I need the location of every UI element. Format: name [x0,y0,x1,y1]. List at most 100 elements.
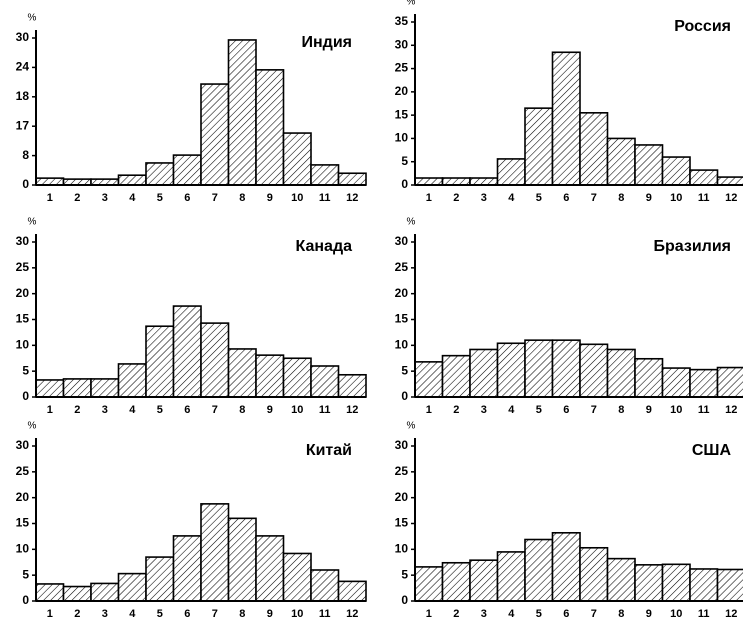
y-tick-label: 30 [16,234,30,248]
x-tick-label: 3 [102,608,108,620]
bar [689,368,719,398]
y-tick-label: 5 [22,363,29,377]
bar [414,566,444,602]
bar [337,580,367,602]
y-tick-label: 0 [22,177,29,191]
x-tick-label: 10 [291,404,303,416]
x-tick-label: 6 [184,404,190,416]
bar [35,583,65,602]
x-tick-label: 9 [646,608,652,620]
x-tick-label: 1 [47,608,53,620]
bar [661,563,691,602]
bar [716,366,743,398]
x-tick-label: 9 [267,404,273,416]
y-tick-label: 25 [395,260,409,274]
x-tick-label: 3 [481,192,487,204]
y-tick-label: 17 [16,118,30,132]
x-tick-label: 2 [453,608,459,620]
bar [716,176,743,186]
y-tick-label: 8 [22,148,29,162]
chart-title: Индия [302,34,353,51]
x-tick-label: 5 [157,192,163,204]
x-tick-label: 6 [184,608,190,620]
bar [35,379,65,398]
x-tick-label: 4 [508,404,515,416]
x-tick-label: 5 [157,608,163,620]
bar [606,348,636,398]
bar [414,361,444,398]
bar [469,348,499,398]
bar [579,546,609,602]
y-axis-unit: % [407,0,416,8]
x-tick-label: 7 [212,608,218,620]
bar [551,531,581,602]
bar [90,582,120,602]
bar [634,144,664,186]
x-tick-label: 3 [481,608,487,620]
bar [716,568,743,602]
y-tick-label: 10 [16,542,30,556]
bar [172,305,202,398]
x-tick-label: 10 [670,404,682,416]
bar [282,552,312,602]
x-tick-label: 2 [453,404,459,416]
x-tick-label: 2 [74,404,80,416]
y-tick-label: 35 [395,14,409,28]
y-tick-label: 0 [401,593,408,607]
y-tick-label: 25 [16,260,30,274]
x-tick-label: 1 [426,608,432,620]
bar [172,535,202,602]
x-tick-label: 11 [319,404,331,416]
chart-title: Бразилия [654,238,732,255]
x-tick-label: 2 [74,192,80,204]
bar [337,172,367,186]
y-tick-label: 0 [401,177,408,191]
x-tick-label: 10 [291,608,303,620]
bar [441,177,471,186]
bar [496,342,526,398]
chart-title: Канада [296,238,353,255]
bar [117,174,147,186]
bar [524,339,554,398]
x-tick-label: 7 [591,404,597,416]
bar [689,568,719,602]
y-axis-unit: % [28,217,37,228]
x-tick-label: 10 [670,192,682,204]
y-tick-label: 25 [395,464,409,478]
bar [661,367,691,398]
x-tick-label: 1 [47,404,53,416]
x-tick-label: 12 [346,404,358,416]
y-tick-label: 20 [395,490,409,504]
bar [200,83,230,186]
x-tick-label: 12 [725,192,737,204]
y-tick-label: 10 [395,131,409,145]
x-tick-label: 10 [670,608,682,620]
x-tick-label: 3 [102,404,108,416]
x-tick-label: 11 [698,608,710,620]
y-tick-label: 30 [395,37,409,51]
y-tick-label: 15 [16,312,30,326]
x-tick-label: 3 [481,404,487,416]
bar [551,51,581,186]
bar [255,69,285,186]
y-tick-label: 30 [395,234,409,248]
bar [310,164,340,186]
x-tick-label: 5 [536,608,542,620]
bar [172,154,202,186]
y-tick-label: 10 [16,338,30,352]
bar [661,156,691,186]
bar [310,569,340,602]
bar [689,169,719,186]
x-tick-label: 12 [346,192,358,204]
x-tick-label: 4 [508,608,515,620]
x-tick-label: 1 [426,404,432,416]
y-axis-unit: % [28,13,37,24]
x-tick-label: 3 [102,192,108,204]
y-axis-unit: % [407,421,416,432]
x-tick-label: 9 [646,404,652,416]
bar [200,503,230,602]
x-tick-label: 4 [129,608,136,620]
chart-title: Россия [674,18,731,35]
x-tick-label: 9 [267,192,273,204]
x-tick-label: 5 [536,192,542,204]
